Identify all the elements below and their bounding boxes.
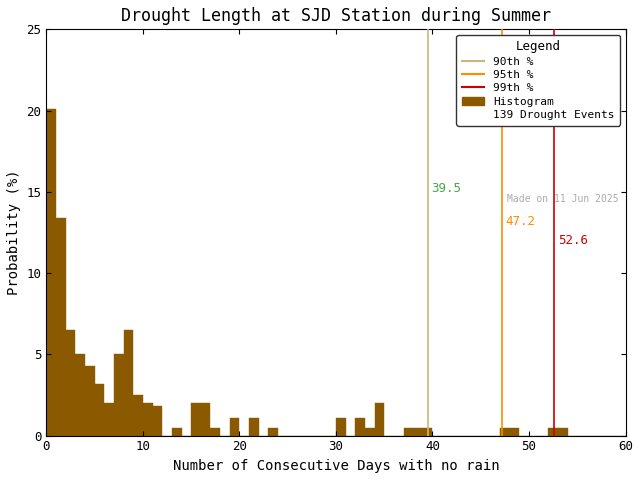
Bar bbox=[548, 428, 558, 436]
Bar bbox=[66, 330, 76, 436]
Bar bbox=[268, 428, 278, 436]
Bar bbox=[336, 418, 346, 436]
Bar bbox=[46, 109, 56, 436]
Text: 47.2: 47.2 bbox=[506, 215, 536, 228]
Bar bbox=[143, 403, 152, 436]
Bar bbox=[191, 403, 201, 436]
Legend: 90th %, 95th %, 99th %, Histogram, 139 Drought Events: 90th %, 95th %, 99th %, Histogram, 139 D… bbox=[456, 35, 620, 126]
Bar bbox=[76, 354, 85, 436]
Bar bbox=[172, 428, 182, 436]
Bar bbox=[423, 428, 433, 436]
Bar bbox=[104, 403, 114, 436]
Text: Made on 11 Jun 2025: Made on 11 Jun 2025 bbox=[507, 194, 619, 204]
Text: 52.6: 52.6 bbox=[558, 234, 588, 247]
Bar bbox=[404, 428, 413, 436]
X-axis label: Number of Consecutive Days with no rain: Number of Consecutive Days with no rain bbox=[173, 459, 499, 473]
Bar bbox=[124, 330, 133, 436]
Text: 39.5: 39.5 bbox=[431, 182, 461, 195]
Bar bbox=[509, 428, 520, 436]
Bar bbox=[201, 403, 211, 436]
Bar bbox=[152, 407, 162, 436]
Bar bbox=[365, 428, 374, 436]
Bar bbox=[355, 418, 365, 436]
Bar bbox=[56, 218, 66, 436]
Bar bbox=[558, 428, 568, 436]
Bar bbox=[230, 418, 239, 436]
Bar bbox=[85, 366, 95, 436]
Bar bbox=[211, 428, 220, 436]
Y-axis label: Probability (%): Probability (%) bbox=[7, 169, 21, 295]
Bar bbox=[95, 384, 104, 436]
Bar bbox=[413, 428, 423, 436]
Bar bbox=[249, 418, 259, 436]
Bar bbox=[500, 428, 509, 436]
Title: Drought Length at SJD Station during Summer: Drought Length at SJD Station during Sum… bbox=[121, 7, 551, 25]
Bar bbox=[374, 403, 384, 436]
Bar bbox=[133, 395, 143, 436]
Bar bbox=[114, 354, 124, 436]
